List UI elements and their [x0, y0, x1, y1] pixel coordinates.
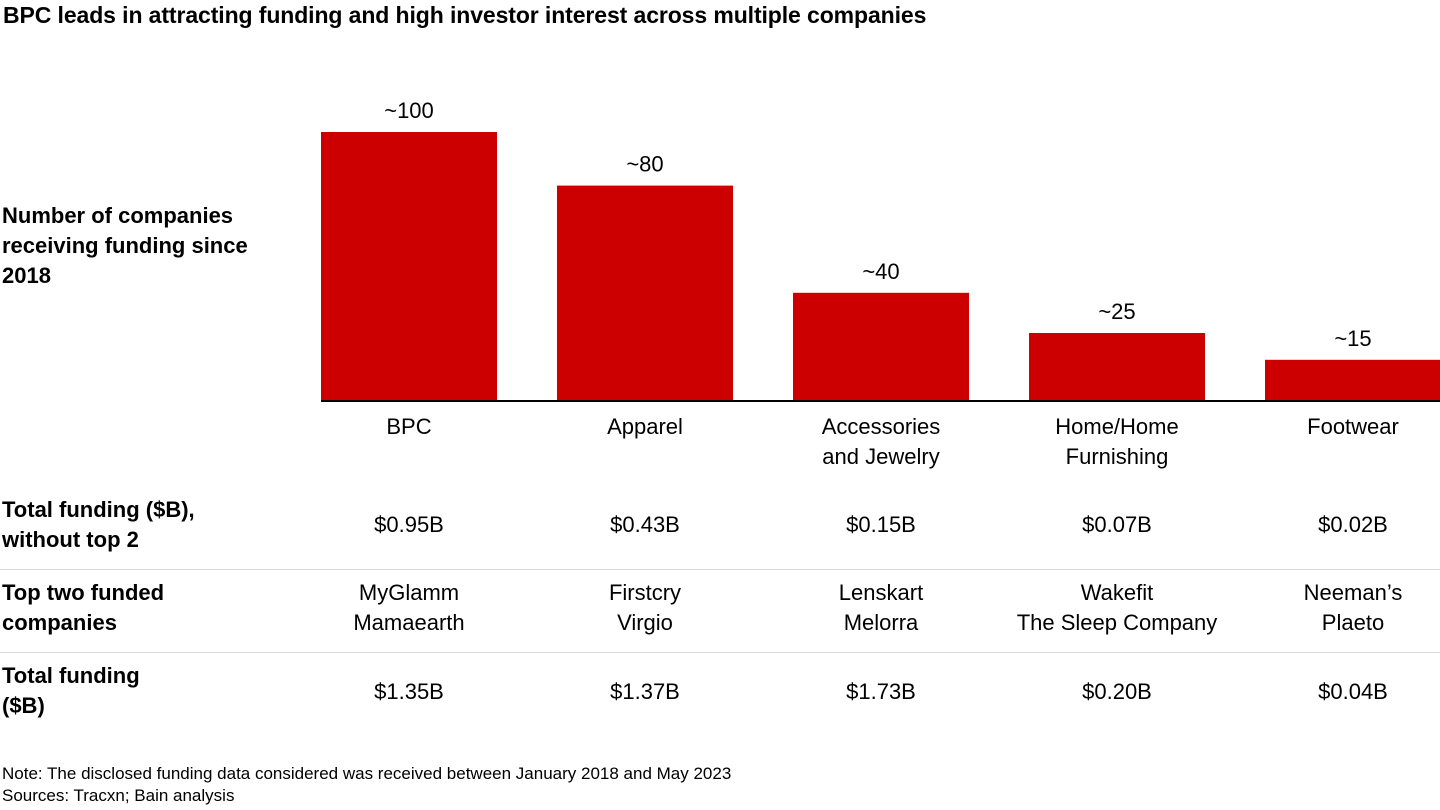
- cell-text: $1.37B: [610, 679, 680, 704]
- row-label-top-two-funded: Top two funded companies: [2, 580, 165, 635]
- category-label-bpc: BPC: [386, 414, 431, 439]
- cell-text: $0.43B: [610, 512, 680, 537]
- bar-footwear: [1265, 359, 1440, 400]
- total-funding-without-top2-cell: $0.07B: [997, 510, 1237, 540]
- total-funding-without-top2-cell: $0.43B: [525, 510, 765, 540]
- total-funding-cell: $0.04B: [1233, 677, 1440, 707]
- value-label-apparel: ~80: [626, 152, 663, 177]
- cell-text: Plaeto: [1321, 610, 1385, 635]
- category-label-accessories-and-jewelry: and Jewelry: [822, 444, 939, 469]
- cell-text: $0.15B: [846, 512, 916, 537]
- cell-text: Firstcry: [608, 580, 682, 605]
- row-divider: [0, 569, 1440, 570]
- cell-text: Melorra: [843, 610, 919, 635]
- category-label-accessories-and-jewelry: Accessories: [822, 414, 941, 439]
- top-two-funded-cell: Firstcry Virgio: [525, 578, 765, 638]
- footnote-note: Note: The disclosed funding data conside…: [2, 764, 732, 783]
- y-axis-label: Number of companies receiving funding si…: [2, 203, 248, 288]
- total-funding-cell: $1.35B: [289, 677, 529, 707]
- top-two-funded-cell: Neeman’s Plaeto: [1233, 578, 1440, 638]
- top-two-funded-cell: MyGlamm Mamaearth: [289, 578, 529, 638]
- category-label-footwear: Footwear: [1307, 414, 1399, 439]
- bar-home-home-furnishing: [1029, 333, 1205, 400]
- cell-text: The Sleep Company: [1016, 610, 1218, 635]
- footnote-sources: Sources: Tracxn; Bain analysis: [2, 786, 235, 805]
- row-divider: [0, 652, 1440, 653]
- cell-text: $1.73B: [846, 679, 916, 704]
- cell-text: $0.20B: [1082, 679, 1152, 704]
- category-label-home-home-furnishing: Home/Home: [1055, 414, 1178, 439]
- bar-apparel: [557, 185, 733, 400]
- bar-accessories-and-jewelry: [793, 292, 969, 400]
- cell-text: MyGlamm: [358, 580, 460, 605]
- total-funding-cell: $1.37B: [525, 677, 765, 707]
- total-funding-cell: $0.20B: [997, 677, 1237, 707]
- cell-text: Virgio: [617, 610, 673, 635]
- value-label-home-home-furnishing: ~25: [1098, 299, 1135, 324]
- cell-text: $0.02B: [1318, 512, 1388, 537]
- cell-text: $0.95B: [374, 512, 444, 537]
- cell-text: $0.07B: [1082, 512, 1152, 537]
- cell-text: $1.35B: [374, 679, 444, 704]
- bar-chart: ~100 ~80 ~40 ~25 ~15 BPC Apparel Accessories an…: [321, 98, 1440, 469]
- total-funding-without-top2-cell: $0.02B: [1233, 510, 1440, 540]
- total-funding-cell: $1.73B: [761, 677, 1001, 707]
- top-two-funded-cell: Lenskart Melorra: [761, 578, 1001, 638]
- top-two-funded-cell: Wakefit The Sleep Company: [997, 578, 1237, 638]
- cell-text: Lenskart: [838, 580, 924, 605]
- bar-bpc: [321, 132, 497, 400]
- row-label-total-funding-without-top2: Total funding ($B), without top 2: [2, 497, 195, 552]
- cell-text: Mamaearth: [353, 610, 465, 635]
- value-label-footwear: ~15: [1334, 326, 1371, 351]
- category-label-home-home-furnishing: Furnishing: [1066, 444, 1169, 469]
- cell-text: $0.04B: [1318, 679, 1388, 704]
- chart-title: BPC leads in attracting funding and high…: [3, 2, 927, 28]
- category-label-apparel: Apparel: [607, 414, 683, 439]
- cell-text: Neeman’s: [1303, 580, 1403, 605]
- total-funding-without-top2-cell: $0.95B: [289, 510, 529, 540]
- row-label-total-funding: Total funding ($B): [2, 663, 140, 718]
- value-label-accessories-and-jewelry: ~40: [862, 259, 899, 284]
- total-funding-without-top2-cell: $0.15B: [761, 510, 1001, 540]
- cell-text: Wakefit: [1080, 580, 1154, 605]
- value-label-bpc: ~100: [384, 98, 434, 123]
